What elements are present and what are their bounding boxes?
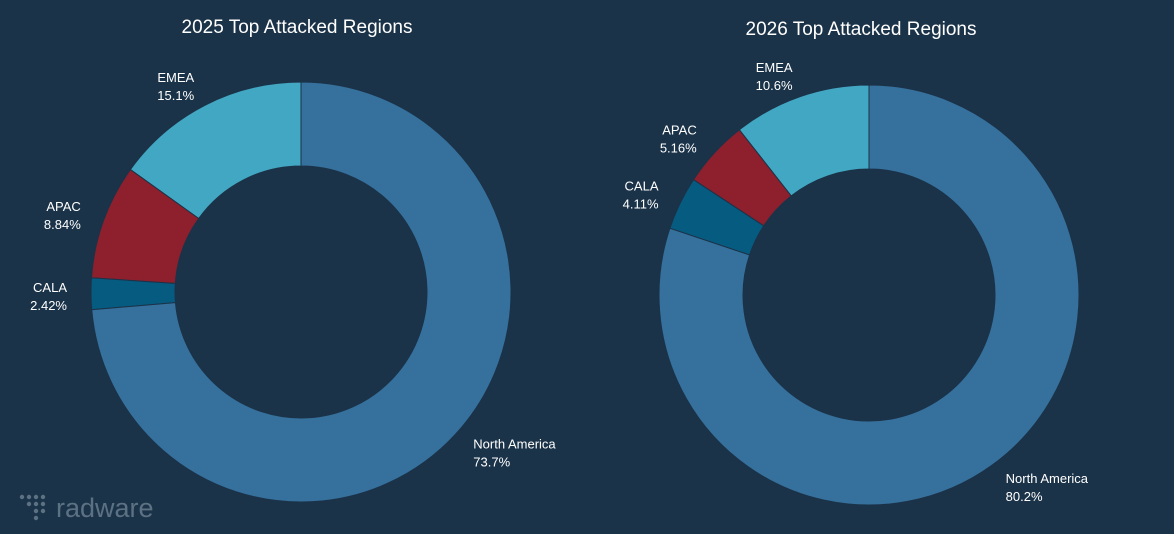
slice-label-name: CALA [33, 280, 67, 295]
chart-title-2026: 2026 Top Attacked Regions [746, 19, 977, 40]
slice-label-value: 4.11% [623, 197, 659, 212]
slice-label-name: APAC [46, 199, 80, 214]
slice-apac[interactable] [692, 129, 792, 227]
chart-title-2025: 2025 Top Attacked Regions [182, 17, 413, 38]
slice-label-name: North America [1006, 471, 1089, 486]
slice-label-value: 5.16% [660, 141, 697, 156]
slice-label-value: 80.2% [1006, 489, 1043, 504]
slice-label-emea: EMEA 15.1% [157, 70, 194, 103]
slice-label-apac: APAC 5.16% [660, 123, 697, 156]
slice-label-value: 15.1% [157, 88, 194, 103]
slice-apac[interactable] [90, 168, 200, 285]
slice-label-name: APAC [662, 123, 696, 138]
slice-label-name: North America [473, 436, 556, 451]
slice-label-name: CALA [625, 179, 659, 194]
slice-label-value: 73.7% [473, 454, 510, 469]
slice-label-value: 8.84% [44, 217, 81, 232]
slice-north-america[interactable] [91, 81, 512, 503]
slice-label-emea: EMEA 10.6% [756, 60, 793, 93]
slice-cala[interactable] [669, 179, 765, 256]
slice-label-value: 10.6% [756, 78, 793, 93]
radware-logo: radware [19, 493, 154, 523]
slice-label-north-america: North America 73.7% [473, 436, 556, 469]
slice-label-name: EMEA [756, 60, 793, 75]
slice-cala[interactable] [90, 277, 176, 311]
radware-dots-icon [19, 494, 46, 521]
donut-chart-2025: 2025 Top Attacked Regions North America 7… [30, 17, 556, 503]
slice-label-name: EMEA [157, 70, 194, 85]
radware-logo-text: radware [56, 493, 154, 523]
slice-label-cala: CALA 4.11% [623, 179, 659, 212]
slice-north-america[interactable] [658, 84, 1080, 506]
slice-label-value: 2.42% [30, 298, 67, 313]
slice-label-north-america: North America 80.2% [1006, 471, 1089, 504]
donut-chart-2026: 2026 Top Attacked Regions North America 8… [623, 19, 1089, 506]
slice-label-apac: APAC 8.84% [44, 199, 81, 232]
slice-label-cala: CALA 2.42% [30, 280, 67, 313]
